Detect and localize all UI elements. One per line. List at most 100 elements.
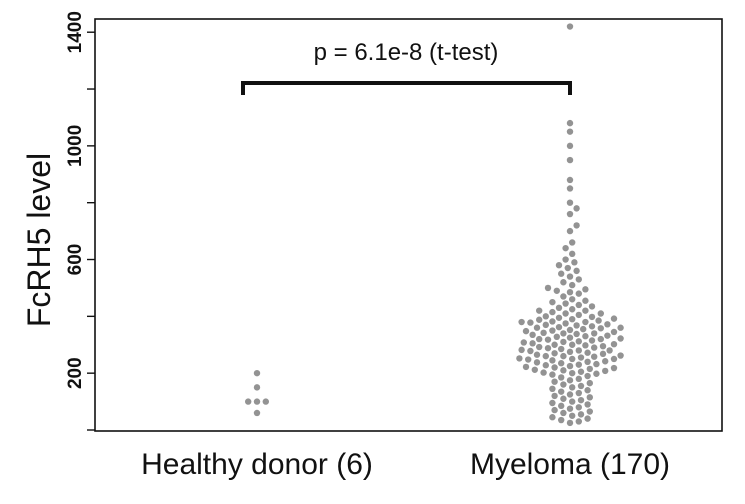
data-point <box>566 156 574 164</box>
data-point <box>571 259 578 266</box>
data-point <box>551 378 558 385</box>
data-point <box>582 286 589 293</box>
data-point <box>562 320 569 327</box>
data-point <box>575 338 582 345</box>
data-point <box>599 350 607 358</box>
data-point <box>586 365 593 373</box>
data-point <box>566 288 574 296</box>
data-point <box>542 321 549 329</box>
data-point <box>562 300 569 307</box>
data-point <box>584 387 591 394</box>
data-point <box>597 310 604 317</box>
y-axis: 200 600 1000 1400 <box>65 11 95 431</box>
data-point <box>525 356 532 363</box>
data-point <box>573 330 580 338</box>
data-point <box>253 409 261 417</box>
data-point <box>566 377 574 384</box>
data-point <box>575 301 582 309</box>
data-point <box>577 354 585 361</box>
data-point <box>551 406 558 414</box>
data-point <box>566 334 574 341</box>
bracket-line <box>241 81 572 95</box>
significance-bracket <box>241 81 572 95</box>
data-point <box>575 276 582 283</box>
data-point <box>569 412 576 419</box>
data-point <box>522 327 530 335</box>
data-point <box>262 398 269 405</box>
data-point <box>569 398 576 405</box>
data-point <box>544 344 552 352</box>
data-point <box>566 348 574 356</box>
data-point <box>584 415 591 422</box>
data-point <box>586 408 593 415</box>
data-point <box>569 306 576 313</box>
data-point <box>617 324 624 331</box>
data-point <box>582 307 589 314</box>
data-point <box>542 362 549 369</box>
y-axis-title: FcRH5 level <box>21 153 57 327</box>
data-point <box>569 281 576 289</box>
data-point <box>604 321 611 328</box>
data-point <box>562 244 569 252</box>
data-point <box>566 142 574 150</box>
data-point <box>580 325 587 333</box>
data-point <box>586 394 593 401</box>
data-point <box>558 388 565 395</box>
data-point <box>560 367 567 374</box>
data-point <box>604 332 611 339</box>
data-point <box>566 176 574 184</box>
data-point <box>527 319 534 326</box>
data-point <box>584 349 591 356</box>
data-point <box>555 314 563 321</box>
data-point <box>588 303 596 310</box>
data-point <box>553 333 560 341</box>
data-point <box>566 185 574 192</box>
data-point <box>529 340 536 347</box>
plot-frame <box>94 18 723 432</box>
data-point <box>533 351 541 358</box>
data-point <box>569 250 576 258</box>
data-point <box>551 341 558 348</box>
data-point <box>569 315 576 323</box>
data-point <box>575 361 582 368</box>
data-point <box>553 287 560 294</box>
data-point <box>549 371 556 378</box>
data-point <box>520 339 527 346</box>
data-point <box>527 347 534 355</box>
data-point <box>575 311 582 319</box>
data-point <box>558 270 565 277</box>
data-point <box>566 391 574 398</box>
data-point <box>591 353 598 360</box>
data-point <box>560 279 567 286</box>
data-point <box>610 328 618 336</box>
data-point <box>573 222 580 229</box>
data-point <box>569 369 576 377</box>
data-point <box>566 199 574 206</box>
data-point <box>586 379 593 387</box>
data-point <box>569 355 576 363</box>
data-point <box>582 297 589 304</box>
data-point <box>575 389 582 397</box>
data-point <box>518 346 525 354</box>
data-point <box>610 315 618 322</box>
data-point <box>597 335 604 343</box>
data-point <box>558 345 565 353</box>
data-point <box>549 357 556 364</box>
data-point <box>549 385 556 392</box>
data-point <box>610 355 618 363</box>
data-point <box>536 307 543 314</box>
data-point <box>566 128 574 135</box>
data-point <box>573 322 580 329</box>
data-point <box>595 317 602 324</box>
data-point <box>610 340 618 348</box>
data-point <box>529 331 536 339</box>
data-point <box>575 375 582 383</box>
data-point <box>602 367 609 375</box>
data-point <box>577 396 585 404</box>
data-point <box>560 338 567 346</box>
data-point <box>569 239 576 246</box>
data-point <box>566 227 574 235</box>
data-point <box>566 362 574 370</box>
data-point <box>558 360 565 367</box>
